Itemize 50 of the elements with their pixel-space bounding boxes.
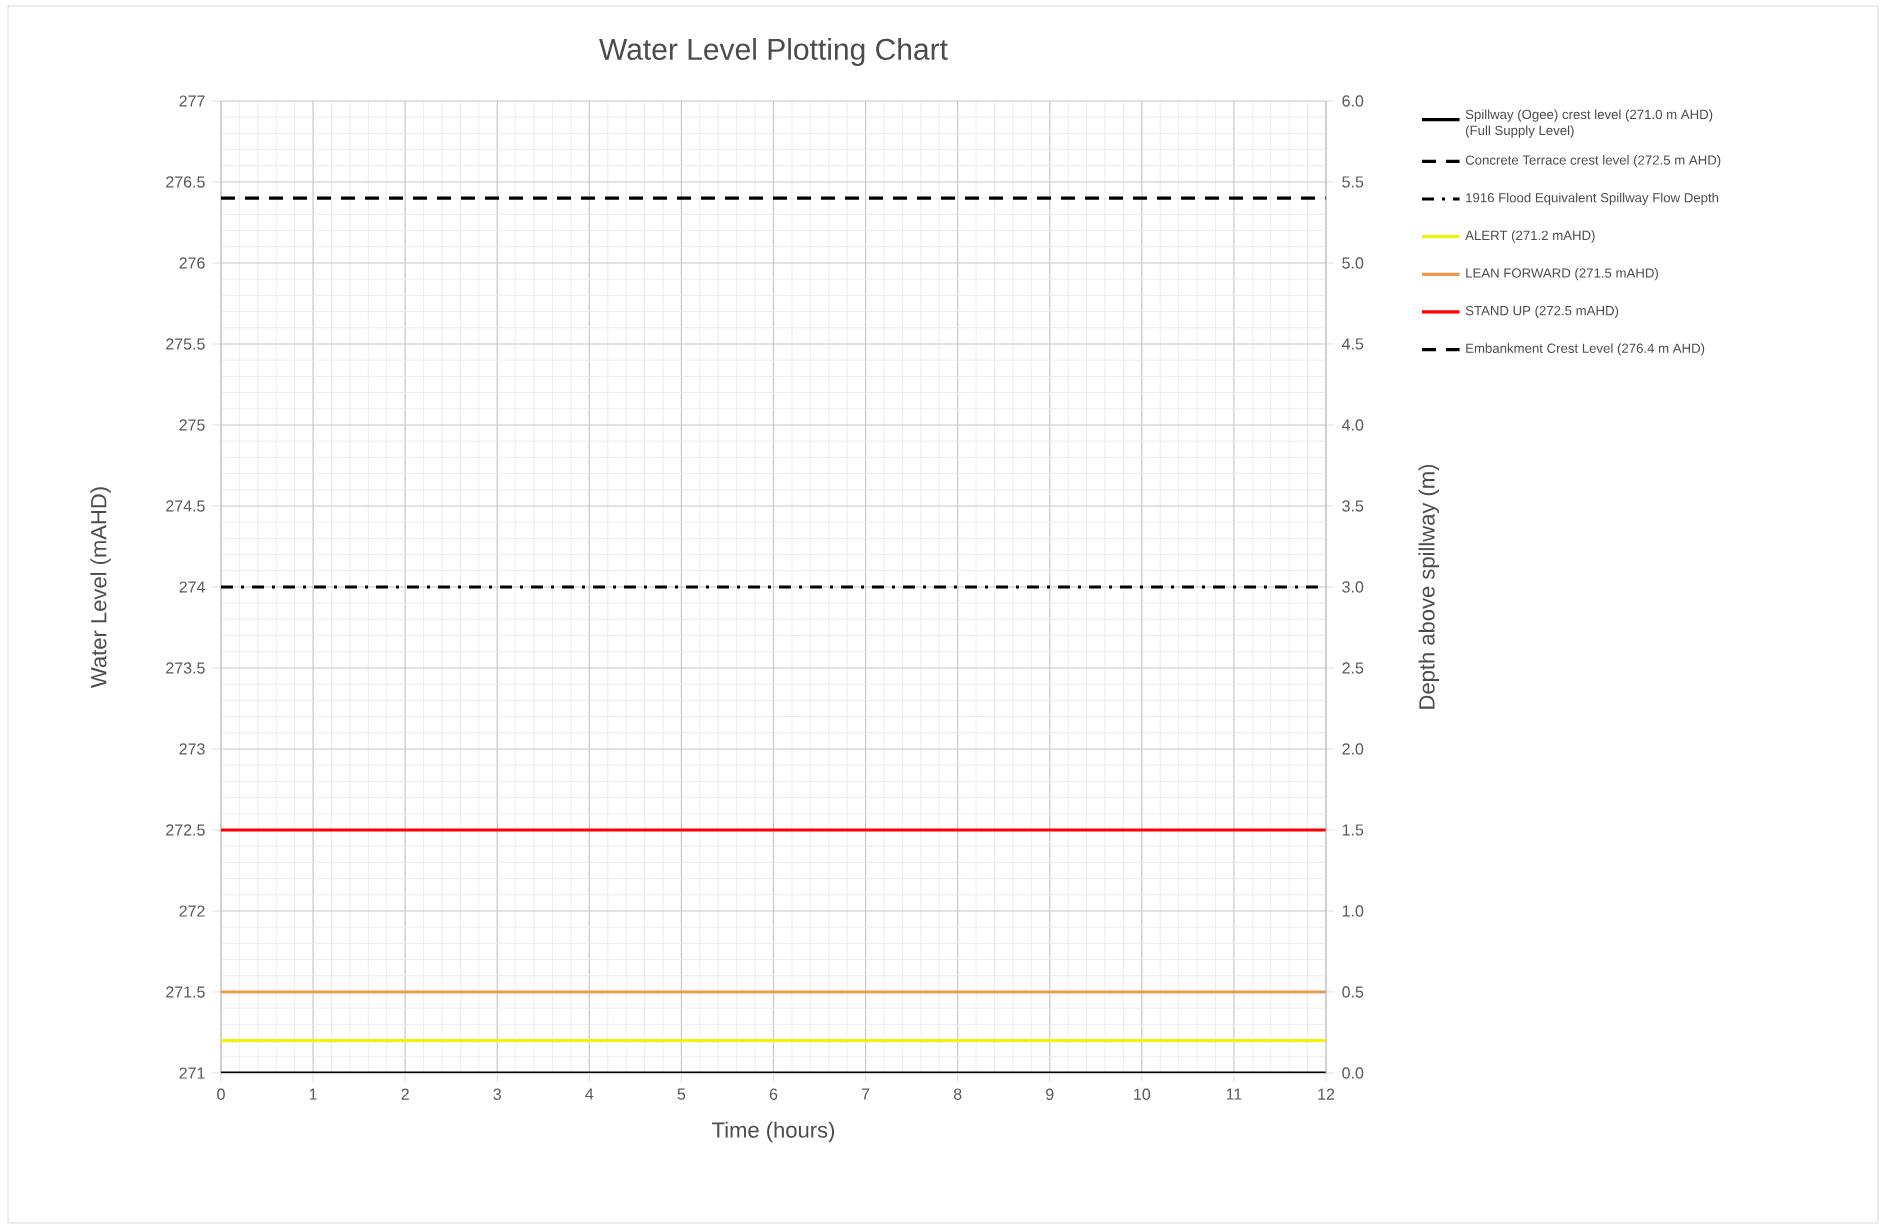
x-tick-label: 12 (1318, 1088, 1335, 1100)
x-tick-label: 2 (401, 1088, 409, 1100)
y2-tick-label: 0.0 (1342, 1067, 1364, 1079)
legend-label: ALERT (271.2 mAHD) (1465, 230, 1595, 243)
y2-tick-label: 4.5 (1342, 338, 1364, 350)
x-tick-label: 8 (953, 1088, 962, 1100)
legend-label: Embankment Crest Level (276.4 m AHD) (1466, 343, 1705, 356)
y-tick-label: 273.5 (166, 662, 205, 674)
y-tick-label: 274.5 (166, 500, 205, 512)
legend-label: Concrete Terrace crest level (272.5 m AHD) (1465, 155, 1721, 168)
y2-axis-title: Depth above spillway (m) (1418, 464, 1440, 709)
y-tick-label: 271.5 (166, 986, 205, 998)
y-tick-label: 277 (179, 95, 205, 107)
x-tick-label: 4 (585, 1088, 594, 1100)
y2-tick-label: 6.0 (1342, 95, 1364, 107)
y2-tick-label: 0.5 (1342, 986, 1364, 998)
y2-tick-label: 1.5 (1342, 824, 1364, 836)
y-tick-label: 275.5 (166, 338, 205, 350)
y-tick-label: 276 (179, 257, 205, 269)
y-tick-label: 276.5 (166, 176, 205, 188)
y2-tick-label: 4.0 (1342, 419, 1364, 431)
x-tick-label: 1 (309, 1088, 317, 1100)
y2-tick-label: 5.5 (1342, 176, 1364, 188)
y2-tick-label: 3.5 (1342, 500, 1364, 512)
x-tick-label: 0 (217, 1088, 225, 1100)
x-axis-title: Time (hours) (712, 1121, 835, 1143)
x-tick-label: 6 (769, 1088, 778, 1100)
chart-title: Water Level Plotting Chart (599, 37, 948, 66)
x-tick-label: 7 (861, 1088, 870, 1100)
y2-tick-label: 3.0 (1342, 581, 1364, 593)
y2-tick-label: 2.0 (1342, 743, 1364, 755)
y-tick-label: 271 (179, 1067, 205, 1079)
y-tick-label: 274 (179, 581, 205, 593)
y2-tick-label: 1.0 (1342, 905, 1364, 917)
x-tick-label: 5 (677, 1088, 686, 1100)
y-axis-title: Water Level (mAHD) (90, 487, 111, 688)
legend-label: LEAN FORWARD (271.5 mAHD) (1466, 267, 1658, 281)
x-tick-label: 9 (1046, 1088, 1054, 1100)
x-tick-label: 10 (1134, 1088, 1151, 1100)
legend-label: STAND UP (272.5 mAHD) (1465, 305, 1619, 318)
legend-label: 1916 Flood Equivalent Spillway Flow Depth (1466, 192, 1719, 205)
y2-tick-label: 2.5 (1342, 662, 1364, 674)
y2-tick-label: 5.0 (1342, 257, 1364, 269)
legend-label: Spillway (Ogee) crest level (271.0 m AHD) (Full Supply Level) (1465, 109, 1713, 138)
y-tick-label: 275 (179, 419, 205, 431)
x-tick-label: 3 (493, 1088, 501, 1100)
y-tick-label: 272 (179, 905, 205, 917)
y-tick-label: 273 (179, 743, 205, 755)
y-tick-label: 272.5 (166, 824, 205, 836)
x-tick-label: 11 (1226, 1088, 1242, 1100)
